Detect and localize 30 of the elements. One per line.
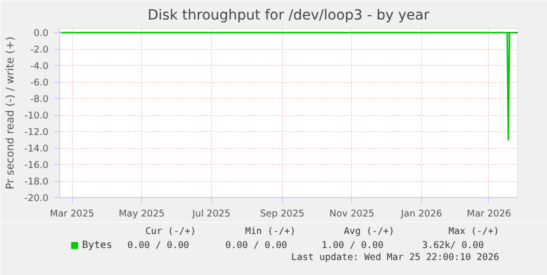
y-tick-label: -2.0 [30,44,49,56]
x-tick-label: Mar 2026 [466,208,512,220]
x-tick-label: Mar 2025 [50,208,94,220]
y-tick-label: -18.0 [24,176,49,188]
text: Cur (-/+) [145,226,196,237]
x-tick-label: Jan 2026 [400,208,442,220]
chart-title: Disk throughput for /dev/loop3 - by year [148,8,430,24]
y-tick-label: 0.0 [34,28,49,40]
y-tick-label: -14.0 [24,144,49,155]
y-tick-label: -16.0 [24,160,49,172]
y-tick-label: -8.0 [30,94,49,106]
x-tick-label: Jul 2025 [191,208,230,220]
text: 0.00 / 0.00 [225,240,288,251]
y-tick-label: -12.0 [24,127,49,138]
text: Last update: Wed Mar 25 22:00:10 2026 [291,252,500,263]
y-tick-label: -20.0 [24,193,49,204]
y-tick-label: -4.0 [30,61,49,72]
text: Avg (-/+) [344,226,394,237]
y-tick-label: -10.0 [24,110,49,122]
text: 1.00 / 0.00 [322,240,384,251]
x-tick-label: Sep 2025 [260,208,304,220]
x-tick-label: Nov 2025 [329,208,374,220]
text: 0.00 / 0.00 [127,240,190,251]
legend-label: Bytes [82,240,112,251]
y-axis-title: Pr second read (-) / write (+) [3,36,16,190]
y-tick-label: -6.0 [30,78,49,89]
text: 3.62k/ 0.00 [422,240,484,251]
text: Min (-/+) [245,226,296,237]
text: Max (-/+) [448,226,500,237]
x-tick-label: May 2025 [118,208,165,220]
